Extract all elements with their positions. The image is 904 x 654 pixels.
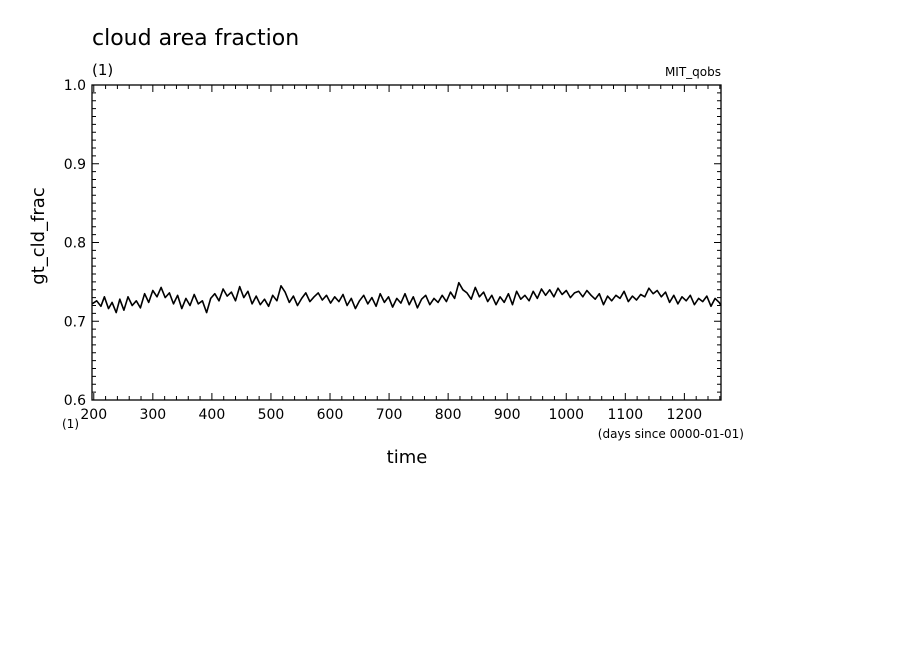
y-tick-label: 1.0 [64, 78, 86, 94]
x-axis-left-units: (1) [62, 417, 79, 431]
x-tick-label: 1000 [548, 407, 584, 423]
y-tick-label: 0.9 [64, 157, 86, 173]
series-line [91, 281, 722, 314]
x-tick-label: 1100 [608, 407, 644, 423]
x-tick-label: 1200 [667, 407, 703, 423]
x-tick-label: 800 [435, 407, 462, 423]
x-tick-label: 400 [199, 407, 226, 423]
x-axis: 200 300 400 500 600 700 800 900 1000 1100 1200 [80, 85, 721, 423]
y-tick-label: 0.6 [64, 393, 86, 409]
plot-frame [91, 84, 722, 401]
x-tick-label: 900 [494, 407, 521, 423]
y-axis-label: gt_cld_frac [28, 187, 49, 284]
x-tick-label: 600 [317, 407, 344, 423]
chart-units: (1) [92, 61, 113, 79]
chart-title: cloud area fraction [92, 26, 299, 51]
y-tick-label: 0.8 [64, 236, 86, 252]
y-axis: 0.6 0.7 0.8 0.9 1.0 [64, 78, 721, 409]
x-tick-label: 300 [139, 407, 166, 423]
dataset-label: MIT_qobs [665, 65, 721, 79]
x-axis-label: time [387, 447, 428, 468]
x-tick-label: 200 [80, 407, 107, 423]
y-tick-label: 0.7 [64, 314, 86, 330]
x-axis-units: (days since 0000-01-01) [598, 427, 744, 441]
x-tick-label: 500 [258, 407, 285, 423]
x-tick-label: 700 [376, 407, 403, 423]
